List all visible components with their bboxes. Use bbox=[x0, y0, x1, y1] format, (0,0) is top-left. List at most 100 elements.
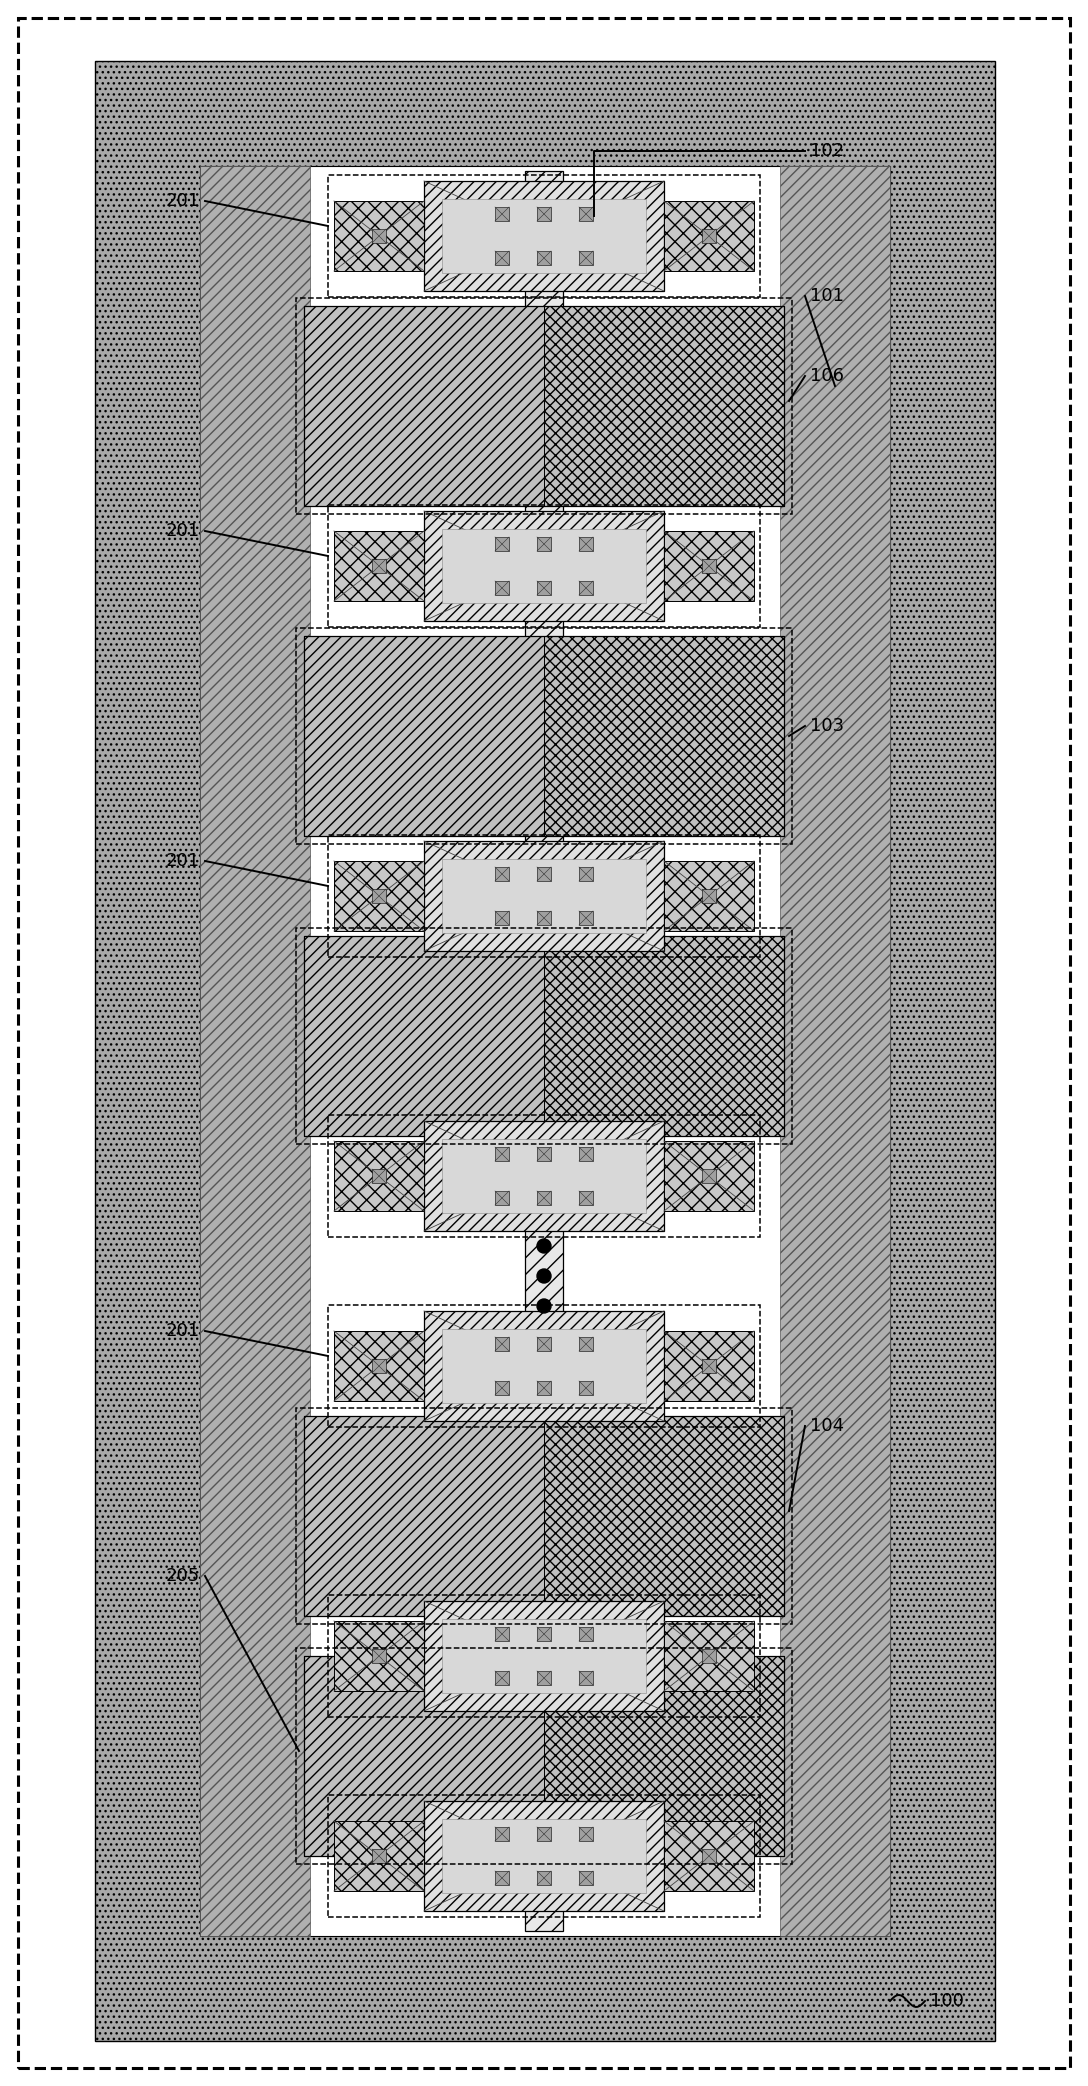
Bar bbox=[579, 1147, 593, 1162]
Bar bbox=[579, 250, 593, 265]
Text: 201: 201 bbox=[165, 1323, 200, 1339]
Bar bbox=[526, 171, 562, 1932]
Bar bbox=[579, 868, 593, 880]
Bar bbox=[664, 1141, 754, 1212]
Bar bbox=[424, 1800, 664, 1911]
Text: 201: 201 bbox=[165, 851, 200, 870]
Text: 103: 103 bbox=[809, 718, 844, 734]
Bar bbox=[442, 1619, 646, 1694]
Bar bbox=[537, 1337, 551, 1352]
Bar bbox=[304, 1656, 784, 1857]
Bar bbox=[579, 582, 593, 595]
Bar bbox=[296, 1648, 792, 1865]
Bar bbox=[537, 912, 551, 924]
Bar bbox=[424, 511, 664, 622]
Bar bbox=[424, 181, 664, 292]
Bar bbox=[702, 889, 716, 903]
Bar bbox=[495, 582, 509, 595]
Bar bbox=[334, 532, 424, 601]
Bar bbox=[495, 1147, 509, 1162]
Bar bbox=[579, 912, 593, 924]
Bar bbox=[334, 1141, 424, 1212]
Bar bbox=[702, 229, 716, 242]
Bar bbox=[495, 1627, 509, 1642]
Text: 100: 100 bbox=[930, 1992, 964, 2011]
Bar bbox=[702, 559, 716, 574]
Text: 106: 106 bbox=[809, 367, 844, 386]
Bar bbox=[424, 1600, 664, 1711]
Bar bbox=[537, 1627, 551, 1642]
Bar bbox=[442, 859, 646, 932]
Bar bbox=[495, 536, 509, 551]
Bar bbox=[372, 1650, 386, 1663]
Bar bbox=[537, 1147, 551, 1162]
Bar bbox=[664, 1821, 754, 1892]
Bar bbox=[537, 1381, 551, 1396]
Bar bbox=[537, 207, 551, 221]
Bar bbox=[95, 60, 996, 2040]
Bar bbox=[664, 532, 754, 601]
Bar bbox=[372, 559, 386, 574]
Bar bbox=[304, 1416, 784, 1617]
Bar bbox=[327, 505, 761, 628]
Bar bbox=[664, 200, 754, 271]
Bar bbox=[304, 636, 784, 836]
Bar bbox=[664, 862, 754, 930]
Bar bbox=[442, 1139, 646, 1212]
Bar bbox=[304, 636, 544, 836]
Bar bbox=[579, 1381, 593, 1396]
Bar bbox=[495, 868, 509, 880]
Bar bbox=[296, 298, 792, 513]
Text: 104: 104 bbox=[809, 1416, 844, 1435]
Text: 201: 201 bbox=[165, 522, 200, 540]
Bar bbox=[327, 1794, 761, 1917]
Bar bbox=[579, 1671, 593, 1685]
Bar bbox=[537, 1671, 551, 1685]
Bar bbox=[537, 1827, 551, 1842]
Bar bbox=[664, 1621, 754, 1692]
Bar bbox=[544, 937, 784, 1137]
Bar bbox=[579, 1191, 593, 1206]
Bar bbox=[579, 1827, 593, 1842]
Bar bbox=[372, 229, 386, 242]
Text: 205: 205 bbox=[165, 1567, 200, 1585]
Bar bbox=[537, 582, 551, 595]
Text: 201: 201 bbox=[165, 192, 200, 211]
Bar bbox=[579, 536, 593, 551]
Bar bbox=[372, 889, 386, 903]
Bar bbox=[200, 167, 310, 1936]
Bar bbox=[495, 912, 509, 924]
Bar bbox=[334, 1821, 424, 1892]
Bar bbox=[495, 1871, 509, 1886]
Bar bbox=[579, 1337, 593, 1352]
Circle shape bbox=[537, 1268, 551, 1283]
Bar bbox=[495, 1671, 509, 1685]
Bar bbox=[544, 307, 784, 507]
Bar bbox=[537, 1871, 551, 1886]
Bar bbox=[304, 307, 784, 507]
Bar bbox=[664, 1331, 754, 1402]
Bar bbox=[495, 1827, 509, 1842]
Text: 102: 102 bbox=[809, 142, 844, 161]
Bar bbox=[327, 175, 761, 296]
Bar bbox=[537, 868, 551, 880]
Bar bbox=[702, 1168, 716, 1183]
Bar bbox=[304, 1656, 544, 1857]
Bar bbox=[537, 536, 551, 551]
Bar bbox=[327, 1596, 761, 1717]
Bar bbox=[304, 937, 544, 1137]
Bar bbox=[442, 1819, 646, 1892]
Bar bbox=[495, 250, 509, 265]
Bar bbox=[579, 1627, 593, 1642]
Bar bbox=[702, 1358, 716, 1373]
Bar bbox=[544, 1416, 784, 1617]
Bar bbox=[537, 1191, 551, 1206]
Bar bbox=[327, 1306, 761, 1427]
Bar bbox=[495, 207, 509, 221]
Bar bbox=[579, 207, 593, 221]
Circle shape bbox=[537, 1239, 551, 1254]
Bar bbox=[544, 1656, 784, 1857]
Bar bbox=[442, 530, 646, 603]
Bar bbox=[304, 307, 544, 507]
Bar bbox=[372, 1848, 386, 1863]
